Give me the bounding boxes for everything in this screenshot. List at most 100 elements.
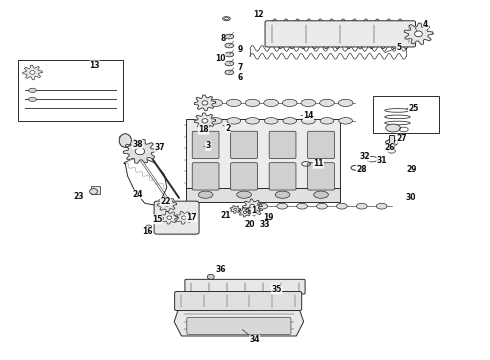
Ellipse shape: [28, 97, 36, 102]
FancyBboxPatch shape: [231, 163, 257, 190]
Ellipse shape: [208, 99, 222, 107]
Text: 31: 31: [376, 156, 387, 165]
Text: 36: 36: [215, 265, 226, 274]
Ellipse shape: [245, 118, 259, 124]
Text: 12: 12: [253, 10, 264, 19]
FancyBboxPatch shape: [269, 163, 296, 190]
Text: 7: 7: [238, 63, 243, 72]
Ellipse shape: [225, 34, 234, 39]
Ellipse shape: [363, 152, 369, 156]
Ellipse shape: [30, 71, 35, 74]
FancyBboxPatch shape: [269, 131, 296, 158]
Ellipse shape: [225, 52, 234, 57]
Text: 23: 23: [74, 192, 84, 201]
Ellipse shape: [42, 71, 53, 76]
Text: 16: 16: [142, 228, 152, 237]
Text: 30: 30: [406, 193, 416, 202]
Text: 22: 22: [160, 197, 171, 206]
Polygon shape: [194, 95, 216, 111]
FancyBboxPatch shape: [185, 279, 305, 294]
Ellipse shape: [264, 118, 278, 124]
Polygon shape: [157, 197, 176, 212]
Text: 37: 37: [154, 143, 165, 152]
Text: 24: 24: [132, 190, 143, 199]
Ellipse shape: [54, 71, 65, 76]
Ellipse shape: [319, 99, 334, 107]
Ellipse shape: [202, 101, 208, 105]
Ellipse shape: [257, 203, 268, 209]
Bar: [91, 186, 100, 194]
Text: 32: 32: [360, 152, 370, 161]
Ellipse shape: [275, 191, 290, 198]
Text: 34: 34: [249, 335, 260, 344]
Polygon shape: [175, 211, 193, 224]
Polygon shape: [161, 211, 178, 224]
Ellipse shape: [198, 191, 213, 198]
Ellipse shape: [317, 203, 327, 209]
Ellipse shape: [337, 203, 347, 209]
Ellipse shape: [90, 189, 98, 194]
Ellipse shape: [386, 124, 400, 132]
Ellipse shape: [182, 216, 186, 219]
Ellipse shape: [104, 71, 115, 76]
Polygon shape: [247, 204, 263, 216]
Ellipse shape: [225, 43, 234, 48]
FancyBboxPatch shape: [308, 131, 335, 158]
Ellipse shape: [224, 18, 228, 20]
Ellipse shape: [119, 134, 131, 147]
FancyBboxPatch shape: [308, 163, 335, 190]
Ellipse shape: [356, 203, 367, 209]
Ellipse shape: [225, 61, 234, 66]
Polygon shape: [243, 199, 262, 213]
Ellipse shape: [339, 118, 352, 124]
Ellipse shape: [264, 99, 278, 107]
Text: 6: 6: [238, 73, 243, 82]
Ellipse shape: [92, 71, 102, 76]
Ellipse shape: [386, 140, 398, 146]
Text: 8: 8: [220, 34, 226, 43]
FancyBboxPatch shape: [174, 292, 302, 311]
Polygon shape: [404, 23, 433, 45]
Text: 1: 1: [251, 206, 256, 215]
Ellipse shape: [376, 203, 387, 209]
Text: 10: 10: [215, 54, 226, 63]
Ellipse shape: [202, 119, 208, 123]
Ellipse shape: [301, 99, 316, 107]
Text: 27: 27: [396, 134, 407, 143]
FancyBboxPatch shape: [187, 318, 291, 334]
Ellipse shape: [314, 191, 328, 198]
Polygon shape: [23, 65, 42, 80]
Ellipse shape: [227, 118, 241, 124]
Ellipse shape: [415, 31, 422, 37]
Ellipse shape: [388, 149, 395, 153]
FancyBboxPatch shape: [231, 131, 257, 158]
Polygon shape: [239, 208, 251, 217]
Text: 25: 25: [408, 104, 419, 113]
Ellipse shape: [226, 99, 241, 107]
FancyBboxPatch shape: [192, 131, 219, 158]
Ellipse shape: [250, 204, 255, 208]
Ellipse shape: [135, 148, 145, 155]
Ellipse shape: [320, 118, 334, 124]
FancyBboxPatch shape: [265, 21, 416, 47]
Text: 26: 26: [384, 143, 394, 152]
Ellipse shape: [244, 211, 246, 213]
Text: 14: 14: [303, 111, 314, 120]
Ellipse shape: [253, 209, 257, 212]
Ellipse shape: [208, 118, 222, 124]
Ellipse shape: [338, 99, 353, 107]
Polygon shape: [174, 307, 304, 336]
Text: 9: 9: [238, 45, 243, 54]
Ellipse shape: [225, 70, 234, 75]
Ellipse shape: [234, 208, 237, 211]
Text: 35: 35: [271, 285, 282, 294]
Ellipse shape: [67, 71, 77, 76]
Text: 33: 33: [259, 220, 270, 229]
Ellipse shape: [237, 191, 251, 198]
Ellipse shape: [245, 99, 260, 107]
Text: 17: 17: [186, 213, 196, 222]
Ellipse shape: [296, 203, 307, 209]
Ellipse shape: [164, 202, 170, 206]
Ellipse shape: [79, 71, 90, 76]
FancyBboxPatch shape: [154, 201, 199, 234]
